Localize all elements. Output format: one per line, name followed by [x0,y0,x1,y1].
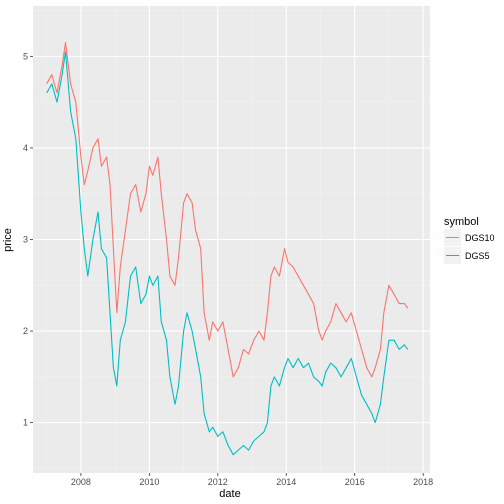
series-line-dgs5 [46,51,409,456]
x-tick-label: 2008 [71,477,91,487]
x-tick-label: 2014 [276,477,296,487]
legend-item-dgs5: DGS5 [444,247,490,264]
y-tick-label: 2 [23,326,28,336]
x-tick-label: 2018 [413,477,433,487]
x-axis-title: date [219,488,240,500]
series-line-dgs10 [46,42,409,378]
x-tick-label: 2012 [208,477,228,487]
y-tick-label: 3 [23,235,28,245]
grid-major [33,6,430,473]
x-axis: 2008 2010 2012 2014 2016 2018 [71,473,433,487]
x-tick-label: 2016 [345,477,365,487]
y-tick-label: 1 [23,418,28,428]
y-axis: 1 2 3 4 5 [23,51,33,428]
y-axis-title: price [2,228,14,252]
series-layer [46,42,409,456]
x-tick-label: 2010 [139,477,159,487]
legend: symbol DGS10 DGS5 [444,216,495,264]
y-tick-label: 4 [23,143,28,153]
y-tick-label: 5 [23,51,28,61]
legend-label-dgs5: DGS5 [465,251,490,261]
legend-item-dgs10: DGS10 [444,229,495,246]
legend-title: symbol [444,216,479,228]
legend-label-dgs10: DGS10 [465,233,495,243]
